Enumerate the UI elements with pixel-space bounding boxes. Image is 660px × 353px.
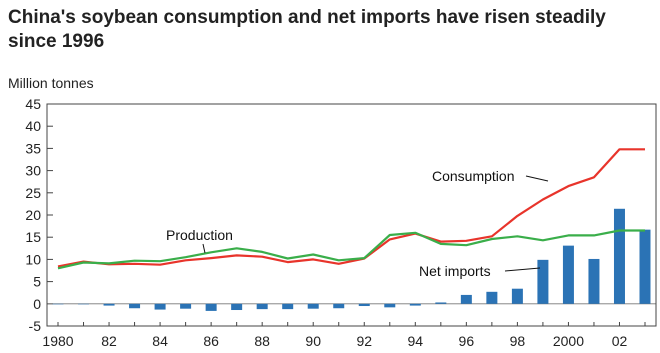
net-imports-bar bbox=[358, 303, 370, 307]
x-tick-label: 02 bbox=[612, 333, 628, 349]
production-line bbox=[57, 229, 645, 270]
consumption-leader-line bbox=[525, 175, 549, 182]
x-tick-label: 84 bbox=[152, 333, 168, 349]
x-tick-label: 96 bbox=[459, 333, 475, 349]
net-imports-bar bbox=[435, 302, 447, 304]
y-tick-label: -5 bbox=[29, 318, 42, 334]
production-leader-line bbox=[202, 243, 206, 254]
net-imports-bar bbox=[282, 303, 294, 310]
chart-title: China's soybean consumption and net impo… bbox=[8, 7, 606, 52]
net-imports-bar bbox=[52, 303, 64, 305]
net-imports-bars bbox=[52, 208, 651, 311]
net-imports-bar bbox=[511, 288, 523, 304]
y-tick-label: 25 bbox=[25, 185, 41, 201]
net-imports-bar bbox=[333, 303, 345, 309]
x-tick-label: 90 bbox=[305, 333, 321, 349]
net-imports-bar bbox=[154, 303, 166, 310]
net-imports-leader-line bbox=[504, 267, 541, 272]
net-imports-bar bbox=[562, 245, 574, 304]
series-annotations: Consumption Production Net imports bbox=[166, 168, 549, 279]
x-tick-label: 92 bbox=[356, 333, 372, 349]
x-tick-label: 88 bbox=[254, 333, 270, 349]
x-tick-label: 2000 bbox=[553, 333, 584, 349]
consumption-label: Consumption bbox=[432, 168, 515, 184]
y-axis-ticks: 45 40 35 30 25 20 15 10 5 0 -5 bbox=[25, 96, 656, 334]
net-imports-bar bbox=[307, 303, 319, 309]
production-label: Production bbox=[166, 227, 233, 243]
x-axis-ticks: 1980 82 84 86 88 90 92 94 96 98 2000 02 bbox=[42, 322, 646, 349]
y-tick-label: 35 bbox=[25, 140, 41, 156]
y-tick-label: 40 bbox=[25, 118, 41, 134]
net-imports-bar bbox=[486, 291, 498, 304]
net-imports-bar bbox=[460, 294, 472, 304]
net-imports-bar bbox=[78, 303, 90, 305]
y-tick-label: 0 bbox=[33, 296, 41, 312]
y-tick-label: 5 bbox=[33, 274, 41, 290]
net-imports-bar bbox=[103, 303, 115, 306]
net-imports-bar bbox=[537, 259, 549, 304]
net-imports-bar bbox=[205, 303, 217, 311]
y-tick-label: 45 bbox=[25, 96, 41, 112]
y-tick-label: 10 bbox=[25, 251, 41, 267]
net-imports-bar bbox=[409, 303, 421, 306]
net-imports-label: Net imports bbox=[419, 263, 491, 279]
net-imports-bar bbox=[384, 303, 396, 308]
net-imports-bar bbox=[129, 303, 141, 309]
net-imports-bar bbox=[639, 229, 651, 304]
x-tick-label: 94 bbox=[408, 333, 424, 349]
x-tick-label: 86 bbox=[203, 333, 219, 349]
series-lines bbox=[57, 148, 645, 270]
net-imports-bar bbox=[180, 303, 192, 309]
y-axis-unit-label: Million tonnes bbox=[8, 75, 94, 91]
net-imports-bar bbox=[256, 303, 268, 310]
consumption-line bbox=[57, 148, 645, 268]
x-tick-label: 82 bbox=[101, 333, 117, 349]
x-tick-label: 1980 bbox=[42, 333, 73, 349]
net-imports-bar bbox=[231, 303, 243, 311]
net-imports-bar bbox=[588, 258, 600, 304]
y-tick-label: 20 bbox=[25, 207, 41, 223]
x-tick-label: 98 bbox=[510, 333, 526, 349]
y-tick-label: 30 bbox=[25, 163, 41, 179]
net-imports-bar bbox=[613, 208, 625, 304]
plot-frame bbox=[46, 103, 657, 327]
y-tick-label: 15 bbox=[25, 229, 41, 245]
